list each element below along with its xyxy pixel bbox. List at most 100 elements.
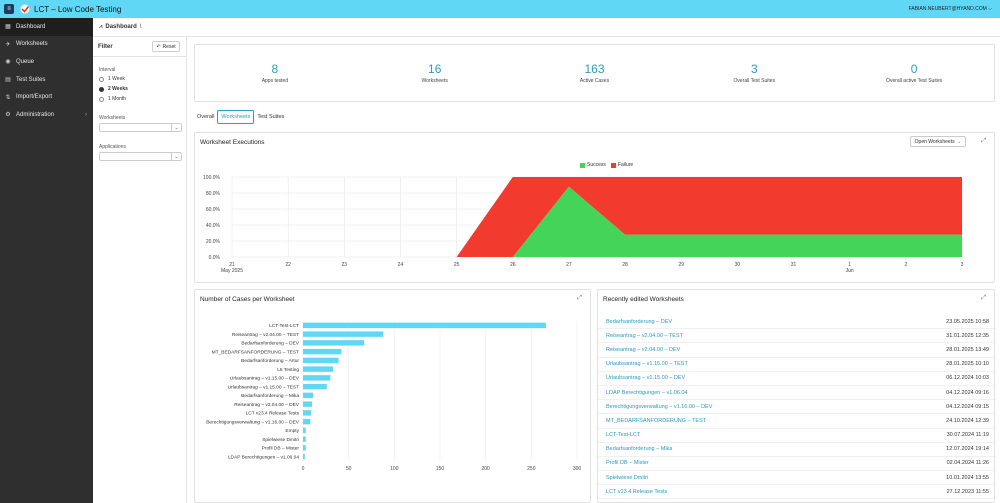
- stat-tile: 163 Active Cases: [515, 45, 675, 101]
- sidebar-item-worksheets[interactable]: ✈ Worksheets: [0, 36, 93, 54]
- x-tick-label: 1: [848, 262, 851, 268]
- bar: [303, 340, 365, 346]
- edited-date: 02.04.2024 11:26: [946, 460, 989, 467]
- edited-date: 10.01.2024 13:55: [946, 474, 989, 481]
- worksheet-link[interactable]: Reiseantrag – v2.04.00 – TEST: [606, 332, 683, 339]
- stat-label: Worksheets: [421, 78, 448, 84]
- menu-icon[interactable]: ≡: [4, 4, 14, 14]
- bar: [303, 418, 311, 425]
- stat-tile: 16 Worksheets: [355, 45, 515, 101]
- sidebar: ▦ Dashboard ✈ Worksheets ◉ Queue ▤ Test Suites ⇅…: [0, 18, 93, 503]
- cases-bar-chart: 0 50 100 150 200 250 300 LCT-Test-LCT Reiseantra…: [206, 321, 582, 472]
- worksheet-link[interactable]: Urlaubsantrag – v1.15.00 – TEST: [606, 361, 688, 368]
- x-tick-label: 150: [436, 466, 445, 472]
- category-label: Empty: [285, 428, 299, 434]
- x-tick-label: 25: [454, 262, 460, 268]
- x-tick-label: 29: [678, 262, 684, 268]
- expand-icon[interactable]: ⤢: [981, 295, 986, 301]
- worksheets-label: Worksheets: [99, 115, 126, 121]
- radio-icon: [99, 76, 104, 82]
- open-worksheets-button[interactable]: Open Worksheets →: [909, 136, 966, 147]
- x-sublabel: May 2025: [221, 268, 243, 274]
- expand-icon[interactable]: ⤢: [981, 138, 986, 144]
- lct-logo-icon: [20, 4, 30, 14]
- sidebar-item-test-suites[interactable]: ▤ Test Suites: [0, 71, 93, 89]
- sidebar-item-label: Worksheets: [16, 41, 48, 48]
- worksheet-link[interactable]: Profil DB – Mister: [606, 460, 649, 467]
- worksheets-select[interactable]: ⌄: [99, 123, 182, 132]
- list-item: MT_BEDARFSANFORDERUNG – TEST 24.10.2024 1…: [598, 414, 994, 429]
- sidebar-item-administration[interactable]: ⚙ Administration ›: [0, 106, 93, 124]
- sidebar-item-import-export[interactable]: ⇅ Import/Export: [0, 88, 93, 106]
- interval-option[interactable]: 1 Week: [99, 74, 186, 84]
- worksheet-link[interactable]: Berechtigungsverwaltung – v1.16.00 – DEV: [606, 403, 713, 410]
- category-label: MT_BEDARFSANFORDERUNG – TEST: [212, 349, 299, 355]
- y-tick-label: 20.0%: [206, 239, 221, 245]
- y-tick-label: 60.0%: [206, 207, 221, 213]
- applications-select[interactable]: ⌄: [99, 152, 182, 161]
- stat-value: 163: [584, 62, 605, 76]
- undo-icon: ↶: [156, 43, 161, 50]
- sidebar-item-label: Dashboard: [16, 23, 46, 30]
- expand-icon[interactable]: ⤢: [577, 295, 582, 301]
- tab-worksheets[interactable]: Worksheets: [217, 110, 255, 124]
- success-swatch: [580, 162, 585, 168]
- worksheet-link[interactable]: LDAP Berechtigungen – v1.06.04: [606, 389, 688, 396]
- category-label: LCT-Test-LCT: [269, 323, 299, 329]
- worksheet-link[interactable]: Bedarfsanforderung – DEV: [606, 318, 673, 325]
- breadcrumb-separator: \: [139, 24, 142, 30]
- bar: [303, 392, 314, 399]
- worksheet-link[interactable]: MT_BEDARFSANFORDERUNG – TEST: [606, 417, 707, 424]
- list-item: Urlaubsantrag – v1.15.00 – TEST 28.01.202…: [598, 358, 994, 372]
- tab-test-suites[interactable]: Test Suites: [257, 114, 285, 120]
- x-tick-label: 30: [735, 262, 741, 268]
- breadcrumb: ⩘ Dashboard \: [93, 18, 1000, 37]
- x-tick-label: 22: [285, 262, 291, 268]
- stat-tile: 3 Overall Test Suites: [674, 45, 834, 101]
- import-export-icon: ⇅: [5, 94, 11, 101]
- worksheet-link[interactable]: Spielwiese Dmitri: [606, 474, 649, 481]
- stat-value: 3: [750, 62, 758, 76]
- sidebar-item-label: Import/Export: [16, 94, 53, 101]
- x-tick-label: 100: [390, 466, 399, 472]
- x-tick-label: 50: [346, 466, 352, 472]
- worksheet-link[interactable]: LCT v23.4 Release Tests: [606, 488, 668, 495]
- worksheet-link[interactable]: Reiseantrag – v2.04.00 – DEV: [606, 346, 681, 353]
- queue-icon: ◉: [5, 59, 11, 66]
- chevron-right-icon: ›: [85, 111, 87, 118]
- tab-overall[interactable]: Overall: [197, 114, 215, 120]
- edited-date: 04.12.2024 09:15: [946, 403, 989, 410]
- x-tick-label: 3: [961, 262, 964, 268]
- bar: [303, 445, 306, 451]
- edited-date: 06.12.2024 10:03: [946, 375, 989, 382]
- interval-option-label: 1 Month: [108, 96, 127, 102]
- worksheet-link[interactable]: Bedarfsanforderung – Mika: [606, 446, 673, 453]
- reset-button[interactable]: ↶ Reset: [152, 41, 180, 52]
- sidebar-item-dashboard[interactable]: ▦ Dashboard: [0, 18, 93, 36]
- breadcrumb-dashboard[interactable]: Dashboard: [105, 24, 137, 30]
- x-tick-label: 2: [904, 262, 907, 268]
- interval-option[interactable]: 2 Weeks: [99, 84, 186, 94]
- x-tick-label: 27: [566, 262, 572, 268]
- applications-label: Applications: [99, 144, 126, 150]
- worksheet-link[interactable]: Urlaubsantrag – v1.15.00 – DEV: [606, 375, 686, 382]
- list-item: Urlaubsantrag – v1.15.00 – DEV 06.12.2024…: [598, 372, 994, 386]
- interval-option[interactable]: 1 Month: [99, 94, 186, 104]
- category-label: LCT v23.4 Release Tests: [246, 411, 300, 417]
- stat-label: Overall active Test Suites: [886, 78, 943, 84]
- user-menu[interactable]: FABIAN.NEUBERT@HYAND.COM ⌵: [908, 6, 992, 12]
- reset-label: Reset: [162, 43, 176, 50]
- bar: [303, 331, 384, 337]
- executions-legend: Success Failure: [575, 162, 633, 168]
- category-label: Bedarfsanforderung – Mika: [241, 393, 299, 399]
- list-item: LDAP Berechtigungen – v1.06.04 04.12.2024…: [598, 386, 994, 401]
- x-tick-label: 300: [573, 466, 582, 472]
- executions-title: Worksheet Executions: [200, 139, 265, 146]
- bar: [303, 410, 312, 416]
- sidebar-item-queue[interactable]: ◉ Queue: [0, 53, 93, 71]
- failure-swatch: [610, 162, 616, 168]
- worksheet-link[interactable]: LCT-Test-LCT: [606, 432, 641, 439]
- category-label: Berechtigungsverwaltung – v1.16.00 – DEV: [206, 419, 300, 425]
- list-item: Berechtigungsverwaltung – v1.16.00 – DEV…: [598, 400, 994, 415]
- edited-date: 30.07.2024 11:19: [946, 432, 989, 439]
